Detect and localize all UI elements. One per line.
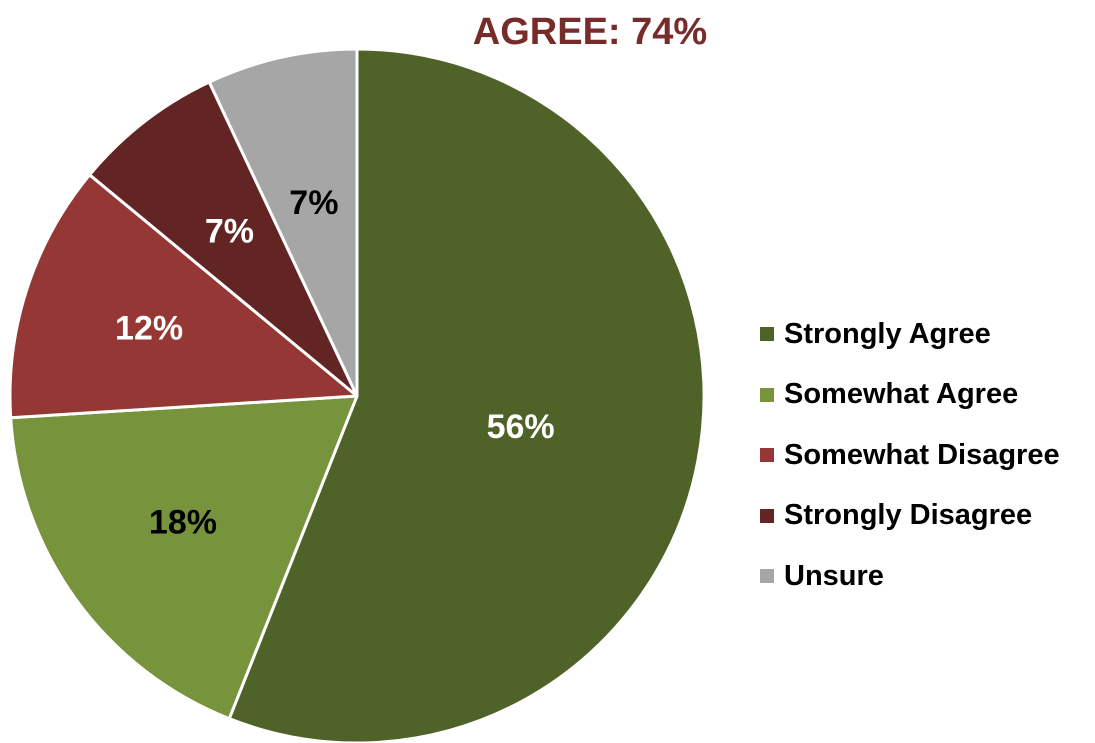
- legend-swatch-strongly-agree: [760, 327, 774, 342]
- legend-item-somewhat-disagree: Somewhat Disagree: [760, 425, 1090, 486]
- slice-label-strongly-agree: 56%: [487, 408, 555, 446]
- pie-slices: [8, 47, 706, 743]
- legend-label: Somewhat Disagree: [784, 438, 1060, 471]
- pie-slice-unsure: [207, 47, 359, 398]
- legend-label: Strongly Agree: [784, 317, 991, 350]
- pie-slice-strongly-agree: [227, 47, 706, 743]
- pie-slice-labels: 56% 18% 12% 7% 7%: [115, 184, 555, 541]
- slice-label-somewhat-disagree: 12%: [115, 309, 183, 347]
- legend-item-strongly-disagree: Strongly Disagree: [760, 486, 1090, 547]
- legend: Strongly Agree Somewhat Agree Somewhat D…: [760, 304, 1090, 607]
- pie-slice-somewhat-agree: [9, 394, 359, 721]
- legend-swatch-somewhat-agree: [760, 387, 774, 402]
- pie-chart: 56% 18% 12% 7% 7%: [8, 47, 706, 743]
- chart-title: AGREE: 74%: [472, 11, 708, 53]
- legend-label: Unsure: [784, 559, 884, 592]
- slice-label-strongly-disagree: 7%: [205, 212, 254, 250]
- legend-swatch-somewhat-disagree: [760, 448, 774, 463]
- slice-label-unsure: 7%: [289, 184, 338, 222]
- legend-item-strongly-agree: Strongly Agree: [760, 304, 1090, 365]
- legend-swatch-unsure: [760, 569, 774, 584]
- legend-label: Somewhat Agree: [784, 378, 1019, 411]
- legend-item-somewhat-agree: Somewhat Agree: [760, 365, 1090, 426]
- legend-label: Strongly Disagree: [784, 499, 1033, 532]
- slice-label-somewhat-agree: 18%: [149, 503, 217, 541]
- legend-swatch-strongly-disagree: [760, 508, 774, 523]
- pie-slice-strongly-disagree: [88, 80, 359, 398]
- pie-slice-somewhat-disagree: [8, 173, 359, 420]
- legend-item-unsure: Unsure: [760, 546, 1090, 607]
